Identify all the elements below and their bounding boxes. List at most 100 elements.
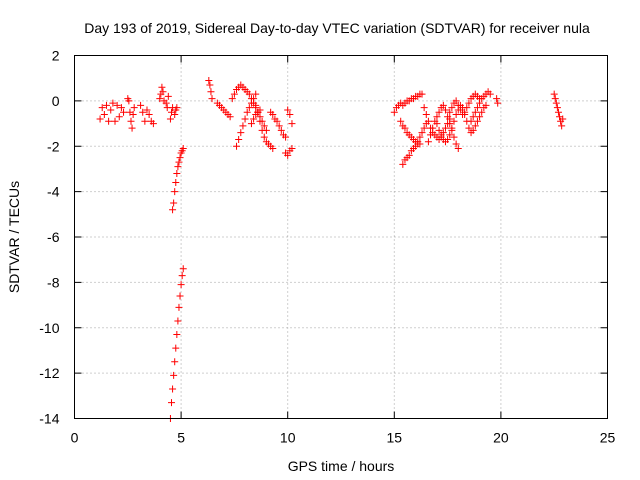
data-point <box>467 117 475 125</box>
data-point <box>424 117 432 125</box>
data-point <box>450 133 458 141</box>
data-point <box>452 140 460 148</box>
data-point <box>441 124 449 132</box>
data-point <box>269 145 277 153</box>
y-tick-label: -14 <box>39 411 59 427</box>
x-tick-label: 15 <box>387 430 403 446</box>
y-tick-label: -10 <box>39 320 59 336</box>
data-point <box>117 104 125 112</box>
x-tick-label: 25 <box>600 430 616 446</box>
data-point <box>164 92 172 100</box>
data-point <box>397 117 405 125</box>
data-point <box>252 90 260 98</box>
data-point <box>465 99 473 107</box>
data-point <box>169 206 177 214</box>
data-point <box>256 117 264 125</box>
data-point <box>172 179 180 187</box>
data-point <box>235 135 243 143</box>
data-point <box>207 88 215 96</box>
data-point <box>427 131 435 139</box>
data-point <box>206 81 214 89</box>
data-point <box>127 117 135 125</box>
data-point <box>170 199 178 207</box>
data-point <box>205 76 213 84</box>
data-point <box>275 122 283 130</box>
data-point <box>478 108 486 116</box>
data-point <box>424 138 432 146</box>
data-point <box>433 113 441 121</box>
data-point <box>100 110 108 118</box>
data-point <box>169 385 177 393</box>
data-point <box>446 108 454 116</box>
data-point <box>550 90 558 98</box>
data-point <box>473 117 481 125</box>
data-point <box>139 108 147 116</box>
data-point <box>444 135 452 143</box>
data-point <box>288 120 296 128</box>
data-point <box>412 142 420 150</box>
data-point <box>260 133 268 141</box>
data-point <box>175 303 183 311</box>
data-point <box>258 126 266 134</box>
data-point <box>105 117 113 125</box>
data-point <box>179 265 187 273</box>
data-point <box>170 371 178 379</box>
data-point <box>149 120 157 128</box>
y-tick-label: -8 <box>47 274 60 290</box>
data-point <box>109 99 117 107</box>
data-point <box>107 106 115 114</box>
data-point <box>129 110 137 118</box>
data-point <box>473 104 481 112</box>
data-point <box>476 113 484 121</box>
data-point <box>173 104 181 112</box>
y-tick-label: -2 <box>47 138 60 154</box>
data-point <box>174 163 182 171</box>
data-point <box>245 104 253 112</box>
data-point <box>128 124 136 132</box>
data-point <box>284 106 292 114</box>
data-point <box>471 122 479 130</box>
data-point <box>137 101 145 109</box>
data-points <box>96 76 567 422</box>
data-point <box>414 138 422 146</box>
data-point <box>260 122 268 130</box>
data-point <box>452 110 460 118</box>
data-point <box>173 169 181 177</box>
data-point <box>226 113 234 121</box>
x-tick-label: 5 <box>177 430 185 446</box>
data-point <box>420 124 428 132</box>
data-point <box>96 115 104 123</box>
data-point <box>173 331 181 339</box>
data-point <box>143 106 151 114</box>
data-point <box>145 110 153 118</box>
data-point <box>559 115 567 123</box>
data-point <box>450 117 458 125</box>
data-point <box>437 131 445 139</box>
y-tick-label: 2 <box>52 48 60 64</box>
data-point <box>416 133 424 141</box>
data-point <box>401 124 409 132</box>
data-point <box>448 104 456 112</box>
data-point <box>228 95 236 103</box>
data-point <box>454 145 462 153</box>
plot-frame <box>74 55 608 419</box>
x-tick-label: 0 <box>71 430 79 446</box>
data-point <box>469 113 477 121</box>
data-point <box>239 122 247 130</box>
data-point <box>469 126 477 134</box>
data-point <box>399 160 407 168</box>
data-point <box>171 188 179 196</box>
y-tick-label: -6 <box>47 229 60 245</box>
data-point <box>446 120 454 128</box>
data-point <box>156 95 164 103</box>
data-point <box>177 281 185 289</box>
data-point <box>444 113 452 121</box>
data-point <box>286 110 294 118</box>
data-point <box>471 108 479 116</box>
data-point <box>102 101 110 109</box>
data-point <box>273 117 281 125</box>
data-point <box>551 95 559 103</box>
chart-title: Day 193 of 2019, Sidereal Day-to-day VTE… <box>84 20 590 36</box>
